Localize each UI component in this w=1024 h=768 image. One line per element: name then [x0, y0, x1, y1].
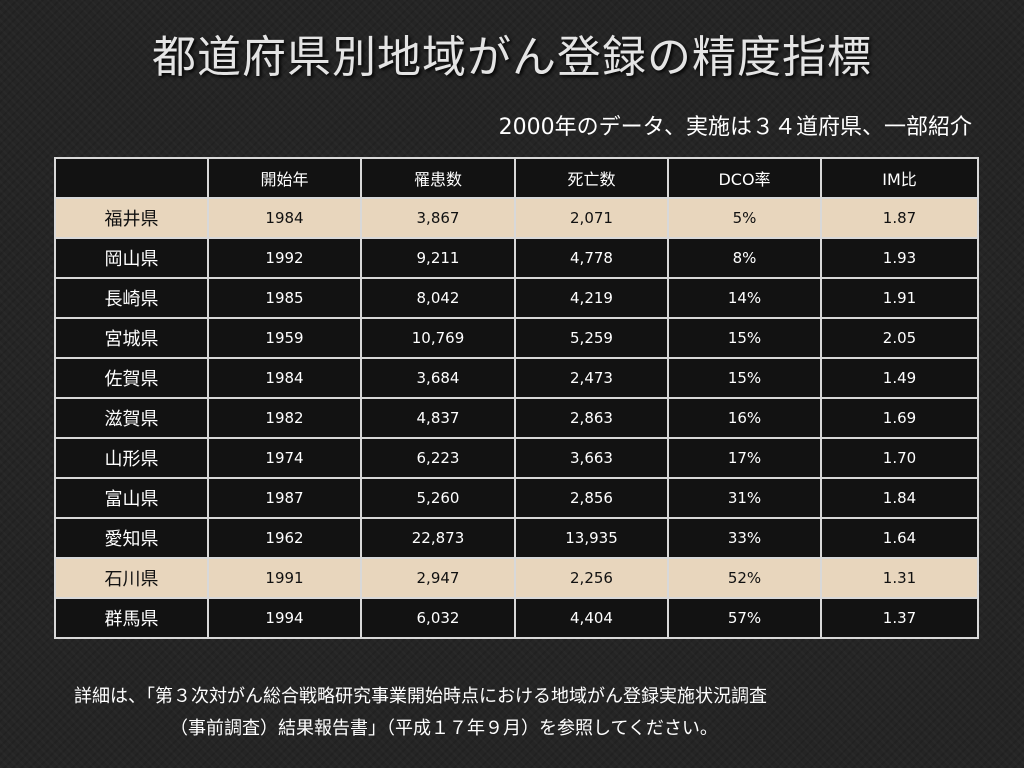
dco-rate-cell: 57% — [667, 597, 822, 639]
deaths-cell: 13,935 — [514, 517, 669, 559]
start-year-cell: 1984 — [207, 357, 362, 399]
im-ratio-cell: 1.93 — [820, 237, 979, 279]
incidence-cell: 10,769 — [360, 317, 516, 359]
im-ratio-cell: 1.69 — [820, 397, 979, 439]
start-year-cell: 1994 — [207, 597, 362, 639]
prefecture-cell: 岡山県 — [54, 237, 209, 279]
incidence-cell: 6,032 — [360, 597, 516, 639]
deaths-cell: 2,256 — [514, 557, 669, 599]
table-row: 富山県 1987 5,260 2,856 31% 1.84 — [54, 477, 979, 519]
prefecture-cell: 福井県 — [54, 197, 209, 239]
prefecture-cell: 宮城県 — [54, 317, 209, 359]
incidence-cell: 6,223 — [360, 437, 516, 479]
dco-rate-cell: 33% — [667, 517, 822, 559]
table-row: 群馬県 1994 6,032 4,404 57% 1.37 — [54, 597, 979, 639]
im-ratio-cell: 1.64 — [820, 517, 979, 559]
im-ratio-cell: 1.49 — [820, 357, 979, 399]
start-year-cell: 1992 — [207, 237, 362, 279]
header-dco-rate: DCO率 — [667, 157, 822, 199]
start-year-cell: 1987 — [207, 477, 362, 519]
slide-subtitle: 2000年のデータ、実施は３４道府県、一部紹介 — [498, 115, 972, 140]
incidence-cell: 2,947 — [360, 557, 516, 599]
header-start-year: 開始年 — [207, 157, 362, 199]
prefecture-cell: 長崎県 — [54, 277, 209, 319]
prefecture-cell: 山形県 — [54, 437, 209, 479]
table-header-row: 開始年 罹患数 死亡数 DCO率 IM比 — [54, 157, 979, 199]
table-row: 愛知県 1962 22,873 13,935 33% 1.64 — [54, 517, 979, 559]
im-ratio-cell: 1.31 — [820, 557, 979, 599]
deaths-cell: 5,259 — [514, 317, 669, 359]
dco-rate-cell: 15% — [667, 357, 822, 399]
deaths-cell: 2,863 — [514, 397, 669, 439]
footnote: 詳細は、「第３次対がん総合戦略研究事業開始時点における地域がん登録実施状況調査 … — [74, 681, 974, 745]
header-deaths: 死亡数 — [514, 157, 669, 199]
incidence-cell: 8,042 — [360, 277, 516, 319]
im-ratio-cell: 1.84 — [820, 477, 979, 519]
im-ratio-cell: 1.70 — [820, 437, 979, 479]
table-row: 滋賀県 1982 4,837 2,863 16% 1.69 — [54, 397, 979, 439]
table-body: 福井県 1984 3,867 2,071 5% 1.87 岡山県 1992 9,211 4,778… — [54, 197, 979, 639]
im-ratio-cell: 1.87 — [820, 197, 979, 239]
start-year-cell: 1974 — [207, 437, 362, 479]
deaths-cell: 2,071 — [514, 197, 669, 239]
prefecture-cell: 滋賀県 — [54, 397, 209, 439]
start-year-cell: 1959 — [207, 317, 362, 359]
prefecture-cell: 佐賀県 — [54, 357, 209, 399]
start-year-cell: 1962 — [207, 517, 362, 559]
im-ratio-cell: 1.91 — [820, 277, 979, 319]
prefecture-cell: 石川県 — [54, 557, 209, 599]
dco-rate-cell: 8% — [667, 237, 822, 279]
dco-rate-cell: 16% — [667, 397, 822, 439]
table-row: 宮城県 1959 10,769 5,259 15% 2.05 — [54, 317, 979, 359]
header-im-ratio: IM比 — [820, 157, 979, 199]
deaths-cell: 3,663 — [514, 437, 669, 479]
start-year-cell: 1982 — [207, 397, 362, 439]
incidence-cell: 3,684 — [360, 357, 516, 399]
deaths-cell: 2,856 — [514, 477, 669, 519]
deaths-cell: 4,219 — [514, 277, 669, 319]
footnote-line-2: （事前調査）結果報告書」（平成１７年９月）を参照してください。 — [170, 718, 718, 739]
dco-rate-cell: 17% — [667, 437, 822, 479]
incidence-cell: 3,867 — [360, 197, 516, 239]
table-row: 山形県 1974 6,223 3,663 17% 1.70 — [54, 437, 979, 479]
table-row: 岡山県 1992 9,211 4,778 8% 1.93 — [54, 237, 979, 279]
dco-rate-cell: 52% — [667, 557, 822, 599]
table-row: 長崎県 1985 8,042 4,219 14% 1.91 — [54, 277, 979, 319]
incidence-cell: 4,837 — [360, 397, 516, 439]
incidence-cell: 22,873 — [360, 517, 516, 559]
dco-rate-cell: 15% — [667, 317, 822, 359]
dco-rate-cell: 5% — [667, 197, 822, 239]
table-row: 福井県 1984 3,867 2,071 5% 1.87 — [54, 197, 979, 239]
dco-rate-cell: 31% — [667, 477, 822, 519]
deaths-cell: 2,473 — [514, 357, 669, 399]
incidence-cell: 9,211 — [360, 237, 516, 279]
prefecture-cell: 富山県 — [54, 477, 209, 519]
slide-title: 都道府県別地域がん登録の精度指標 — [152, 32, 872, 83]
start-year-cell: 1991 — [207, 557, 362, 599]
table-row: 石川県 1991 2,947 2,256 52% 1.31 — [54, 557, 979, 599]
cancer-registry-table: 開始年 罹患数 死亡数 DCO率 IM比 福井県 1984 3,867 2,071 5%… — [54, 157, 979, 639]
dco-rate-cell: 14% — [667, 277, 822, 319]
im-ratio-cell: 2.05 — [820, 317, 979, 359]
deaths-cell: 4,778 — [514, 237, 669, 279]
im-ratio-cell: 1.37 — [820, 597, 979, 639]
header-corner — [54, 157, 209, 199]
start-year-cell: 1984 — [207, 197, 362, 239]
header-incidence: 罹患数 — [360, 157, 516, 199]
start-year-cell: 1985 — [207, 277, 362, 319]
deaths-cell: 4,404 — [514, 597, 669, 639]
incidence-cell: 5,260 — [360, 477, 516, 519]
table-row: 佐賀県 1984 3,684 2,473 15% 1.49 — [54, 357, 979, 399]
footnote-line-1: 詳細は、「第３次対がん総合戦略研究事業開始時点における地域がん登録実施状況調査 — [74, 686, 767, 707]
prefecture-cell: 愛知県 — [54, 517, 209, 559]
prefecture-cell: 群馬県 — [54, 597, 209, 639]
